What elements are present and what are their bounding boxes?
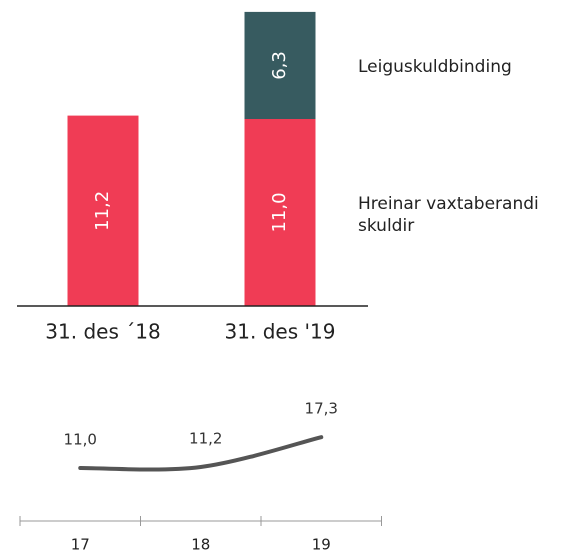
x-tick-label: 31. des '19 (225, 320, 336, 344)
legend-entry: Leiguskuldbinding (358, 57, 512, 78)
x-tick-label: 18 (191, 536, 210, 551)
x-tick-label: 31. des ´18 (45, 320, 160, 344)
value-label: 11,0 (64, 431, 97, 449)
value-label: 17,3 (305, 400, 338, 418)
bar-segment (244, 11, 316, 119)
bar-segment (244, 119, 316, 306)
line (78, 435, 324, 472)
x-tick-label: 19 (312, 536, 331, 551)
bar-segment (67, 115, 139, 306)
value-label: 6,3 (269, 51, 290, 80)
value-label: 11,0 (269, 192, 290, 232)
value-label: 11,2 (92, 191, 113, 231)
x-tick-label: 17 (71, 536, 90, 551)
value-label: 11,2 (189, 430, 222, 448)
legend-entry: Hreinar vaxtaberandi skuldir (358, 193, 539, 236)
